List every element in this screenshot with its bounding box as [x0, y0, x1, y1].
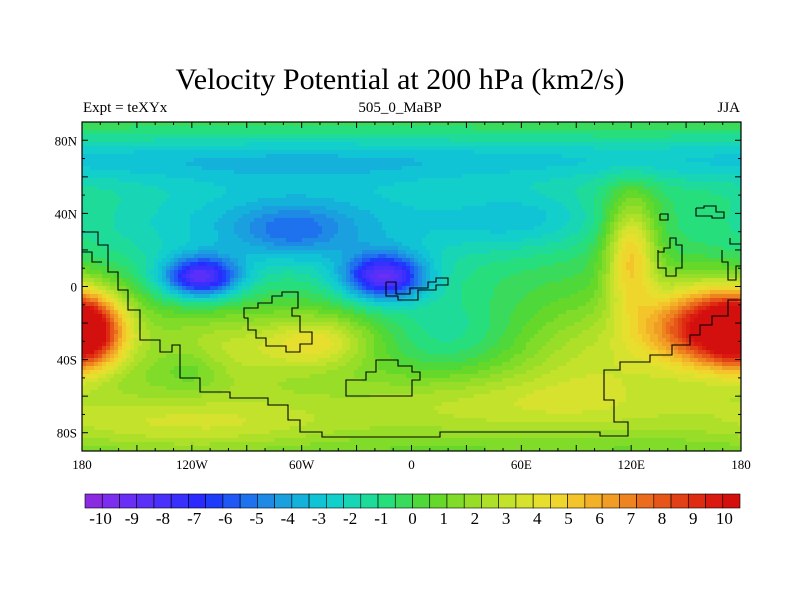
colorbar-box — [722, 493, 741, 509]
colorbar-box — [687, 493, 706, 509]
colorbar-box — [239, 493, 258, 509]
colorbar-box — [412, 493, 431, 509]
colorbar-label: -9 — [125, 509, 139, 528]
colorbar-box — [446, 493, 465, 509]
colorbar-box — [257, 493, 275, 509]
coastline — [657, 237, 683, 277]
colorbar-box — [153, 493, 172, 509]
colorbar-label: -5 — [249, 509, 263, 528]
colorbar-label: 10 — [716, 509, 733, 528]
colorbar-box — [567, 493, 586, 509]
colorbar-box — [670, 493, 689, 509]
colorbar-box — [101, 493, 120, 509]
axis-ticks — [81, 121, 742, 452]
colorbar-label: 5 — [564, 509, 573, 528]
colorbar-label: 2 — [471, 509, 480, 528]
colorbar-box — [636, 493, 655, 509]
x-tick-label: 120W — [176, 457, 209, 472]
y-tick-label: 0 — [71, 280, 78, 295]
colorbar-box — [377, 493, 396, 509]
colorbar-box — [481, 493, 499, 509]
colorbar-box — [515, 493, 534, 509]
colorbar-box — [291, 493, 310, 509]
y-tick-label: 80S — [57, 426, 77, 441]
colorbar-label: -6 — [218, 509, 232, 528]
colorbar-box — [136, 493, 155, 509]
colorbar: -10 -9 -8 -7 -6 -5 -4 -3 -2 -1 0 1 2 3 4 5 6 7 8 9 10 — [84, 493, 741, 528]
coastline — [243, 291, 313, 353]
x-tick-label: 60E — [511, 457, 532, 472]
colorbar-label: -2 — [343, 509, 357, 528]
colorbar-box — [170, 493, 189, 509]
colorbar-label: 1 — [439, 509, 448, 528]
x-tick-label: 60W — [289, 457, 315, 472]
coastline — [729, 238, 741, 245]
right-string: JJA — [717, 100, 740, 116]
colorbar-box — [188, 493, 206, 509]
colorbar-label: -10 — [89, 509, 112, 528]
colorbar-label: -1 — [374, 509, 388, 528]
x-tick-label: 180 — [731, 457, 751, 472]
colorbar-box — [360, 493, 379, 509]
colorbar-box — [550, 493, 568, 509]
colorbar-label: -4 — [281, 509, 296, 528]
colorbar-box — [601, 493, 620, 509]
coastline — [695, 205, 725, 219]
colorbar-label: 7 — [627, 509, 636, 528]
colorbar-box — [653, 493, 672, 509]
x-tick-label: 120E — [617, 457, 645, 472]
coastline — [82, 251, 102, 263]
colorbar-box — [343, 493, 362, 509]
coastline — [345, 359, 421, 397]
colorbar-box — [326, 493, 344, 509]
colorbar-box — [463, 493, 482, 509]
y-tick-label: 40S — [57, 353, 77, 368]
colorbar-box — [84, 493, 103, 509]
colorbar-box — [394, 493, 413, 509]
colorbar-label: 0 — [408, 509, 417, 528]
colorbar-box — [429, 493, 448, 509]
colorbar-box — [532, 493, 551, 509]
coastlines — [82, 205, 741, 438]
colorbar-box — [222, 493, 241, 509]
chart-title: Velocity Potential at 200 hPa (km2/s) — [175, 63, 625, 96]
left-string: Expt = teXYx — [83, 100, 168, 116]
colorbar-box — [584, 493, 603, 509]
colorbar-label: -3 — [312, 509, 326, 528]
colorbar-box — [205, 493, 224, 509]
x-tick-label: 0 — [408, 457, 415, 472]
coastline — [385, 277, 449, 301]
colorbar-box — [498, 493, 517, 509]
y-tick-label: 40N — [55, 206, 78, 221]
velocity-potential-field — [82, 122, 741, 451]
coastline — [82, 231, 741, 438]
coastline — [721, 250, 741, 281]
colorbar-box — [619, 493, 637, 509]
colorbar-box — [274, 493, 293, 509]
x-tick-label: 180 — [72, 457, 92, 472]
colorbar-box — [705, 493, 724, 509]
coastline — [659, 213, 669, 221]
center-string: 505_0_MaBP — [358, 100, 442, 116]
colorbar-label: -8 — [156, 509, 170, 528]
colorbar-label: -7 — [187, 509, 202, 528]
colorbar-label: 4 — [533, 509, 542, 528]
colorbar-label: 3 — [502, 509, 511, 528]
colorbar-label: 9 — [689, 509, 698, 528]
colorbar-label: 6 — [595, 509, 604, 528]
colorbar-box — [308, 493, 327, 509]
y-tick-label: 80N — [55, 133, 78, 148]
colorbar-box — [119, 493, 138, 509]
colorbar-label: 8 — [658, 509, 667, 528]
